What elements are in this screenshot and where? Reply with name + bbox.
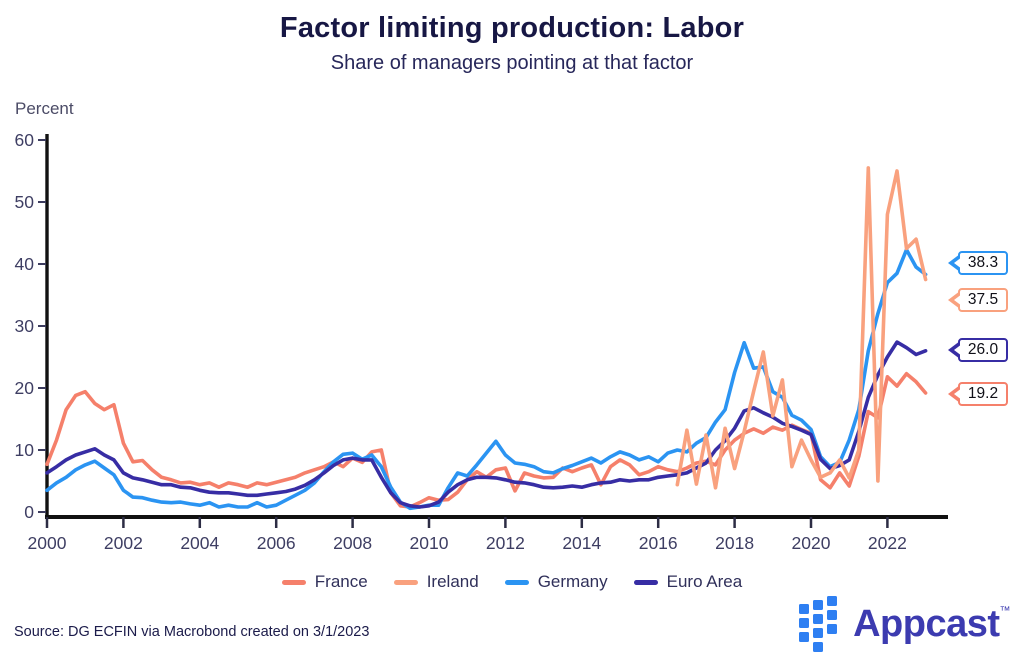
legend-item-france: France [281,572,368,592]
x-tick-label: 2006 [257,533,296,553]
x-tick-label: 2022 [868,533,907,553]
callout-value: 19.2 [967,384,999,402]
callout-ireland: 37.5 [948,287,1008,312]
legend-dash-icon [393,579,418,585]
logo-square [827,624,838,634]
x-tick-label: 2000 [28,533,67,553]
chart-subtitle: Share of managers pointing at that facto… [330,52,694,74]
appcast-logo-icon [799,596,843,652]
legend: France Ireland Germany Euro Area [0,572,1024,592]
y-tick-label: 50 [15,192,35,212]
x-tick-label: 2010 [410,533,449,553]
legend-label: Ireland [426,572,479,591]
legend-item-ireland: Ireland [393,572,479,592]
legend-item-euro-area: Euro Area [633,572,743,592]
x-tick-label: 2008 [333,533,372,553]
logo-square [813,614,824,624]
logo-square [813,642,824,652]
callout-euro-area: 26.0 [948,337,1008,362]
callout-value: 26.0 [967,340,999,358]
logo-square [813,628,824,638]
callout-arrow-fill [954,293,962,306]
callout-arrow-fill [954,343,962,356]
x-tick-label: 2012 [486,533,525,553]
logo-square [799,618,810,628]
legend-label: Euro Area [666,572,743,591]
legend-item-germany: Germany [504,572,608,592]
source-note: Source: DG ECFIN via Macrobond created o… [14,624,370,640]
x-tick-label: 2014 [562,533,601,553]
series-line-germany [45,247,928,511]
logo-square [827,596,838,606]
callout-value: 37.5 [967,290,999,308]
x-tick-label: 2016 [639,533,678,553]
y-tick-label: 0 [24,502,34,522]
appcast-logo-text: Appcast™ [853,602,1011,645]
callout-arrow-fill [954,256,962,269]
legend-label: France [314,572,368,591]
logo-square [799,604,810,614]
y-tick-label: 20 [15,378,35,398]
y-tick-label: 60 [15,130,35,150]
legend-dash-icon [504,579,529,585]
x-tick-label: 2020 [792,533,831,553]
callout-arrow-fill [954,387,962,400]
series-line-euro-area [45,340,928,509]
y-tick-label: 30 [15,316,35,336]
x-tick-label: 2018 [715,533,754,553]
appcast-logo: Appcast™ [799,596,1010,652]
series-line-ireland [675,166,928,490]
logo-square [827,610,838,620]
callout-germany: 38.3 [948,250,1008,275]
x-tick-label: 2002 [104,533,143,553]
legend-label: Germany [537,572,608,591]
logo-square [799,632,810,642]
logo-square [813,600,824,610]
legend-dash-icon [633,579,658,585]
legend-dash-icon [281,579,306,585]
x-tick-label: 2004 [180,533,219,553]
y-axis-unit-label: Percent [15,99,74,118]
chart-title: Factor limiting production: Labor [279,12,745,44]
y-tick-label: 40 [15,254,35,274]
callout-france: 19.2 [948,381,1008,406]
callout-value: 38.3 [967,253,999,271]
y-tick-label: 10 [15,440,35,460]
trademark-symbol: ™ [999,604,1011,617]
